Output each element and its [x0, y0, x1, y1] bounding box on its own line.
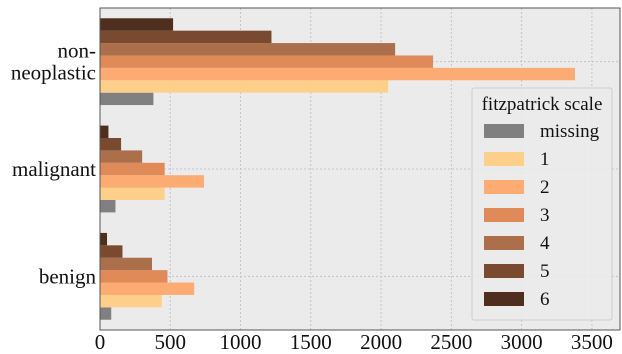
x-tick-label: 1000 [220, 330, 262, 354]
x-tick-label: 3000 [501, 330, 543, 354]
legend: fitzpatrick scale missing 1 2 3 4 5 6 [471, 87, 613, 321]
bar-benign-5 [100, 245, 123, 258]
bar-malignant-missing [100, 200, 116, 213]
legend-label-5: 5 [540, 261, 550, 282]
bar-malignant-2 [100, 175, 204, 188]
bar-non-neoplastic-1 [100, 80, 389, 93]
y-tick-label: benign [39, 264, 97, 288]
legend-swatch-1 [484, 152, 524, 166]
bar-malignant-3 [100, 162, 165, 176]
bar-malignant-6 [100, 125, 109, 138]
bar-benign-3 [100, 270, 168, 283]
x-tick-label: 3500 [571, 330, 613, 354]
plot-frame [99, 7, 621, 331]
bar-non-neoplastic-2 [100, 67, 576, 81]
legend-label-6: 6 [540, 289, 550, 310]
x-tick-label: 2500 [430, 330, 472, 354]
legend-title: fitzpatrick scale [482, 94, 603, 115]
legend-swatch-5 [484, 264, 524, 278]
y-tick-label: malignant [12, 157, 96, 181]
bar-malignant-4 [100, 150, 143, 163]
bar-benign-4 [100, 257, 152, 271]
legend-label-3: 3 [540, 205, 550, 226]
legend-swatch-6 [484, 292, 524, 306]
legend-box [471, 87, 613, 321]
bar-benign-missing [100, 307, 112, 320]
legend-label-2: 2 [540, 177, 550, 198]
bar-benign-6 [100, 232, 108, 246]
legend-label-missing: missing [540, 121, 600, 142]
legend-swatch-missing [484, 124, 524, 138]
x-tick-label: 1500 [290, 330, 332, 354]
y-tick-label: non-neoplastic [11, 39, 96, 85]
x-tick-label: 0 [95, 330, 106, 354]
legend-swatch-2 [484, 180, 524, 194]
x-tick-label: 2000 [360, 330, 402, 354]
legend-label-1: 1 [540, 149, 550, 170]
bar-non-neoplastic-4 [100, 43, 396, 56]
bar-malignant-1 [100, 187, 165, 200]
bar-benign-2 [100, 282, 195, 295]
bar-non-neoplastic-3 [100, 55, 434, 68]
bar-non-neoplastic-missing [100, 92, 154, 106]
legend-swatch-3 [484, 208, 524, 222]
axes: 0 500 1000 1500 2000 2500 3000 3500 benign malign… [11, 7, 621, 354]
bar-non-neoplastic-5 [100, 30, 272, 44]
bar-non-neoplastic-6 [100, 18, 174, 31]
legend-swatch-4 [484, 236, 524, 250]
bar-malignant-5 [100, 138, 122, 151]
x-tick-label: 500 [155, 330, 187, 354]
legend-label-4: 4 [540, 233, 550, 254]
bars [100, 18, 576, 320]
bar-benign-1 [100, 294, 162, 308]
